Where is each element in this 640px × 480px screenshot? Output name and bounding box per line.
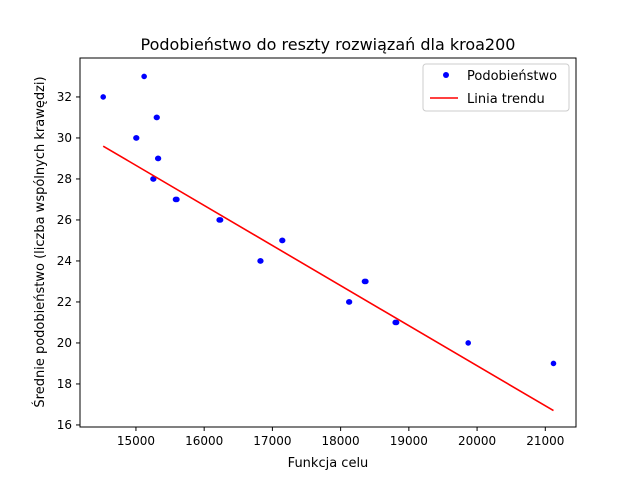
legend: Podobieństwo Linia trendu: [422, 63, 570, 112]
data-point: [257, 258, 264, 264]
chart-title: Podobieństwo do reszty rozwiązań dla kro…: [141, 35, 516, 54]
legend-marker-scatter: [443, 72, 449, 78]
x-tick-label: 15000: [117, 434, 155, 448]
x-axis-label: Funkcja celu: [288, 456, 369, 471]
data-point: [279, 237, 286, 244]
x-tick-label: 16000: [185, 434, 223, 448]
y-tick-label: 32: [57, 90, 72, 104]
axes-frame: [79, 57, 577, 428]
x-tick-label: 17000: [253, 434, 291, 448]
x-tick-label: 19000: [390, 434, 428, 448]
data-point: [154, 114, 160, 121]
trend-line: [102, 145, 554, 412]
data-point: [174, 196, 180, 203]
x-tick-label: 21000: [526, 434, 564, 448]
y-axis-label: Średnie podobieństwo (liczba wspólnych k…: [32, 76, 48, 407]
y-tick-label: 24: [57, 254, 72, 268]
y-tick-label: 28: [57, 172, 72, 186]
data-point: [363, 278, 369, 285]
data-point: [155, 155, 162, 162]
data-point: [346, 299, 353, 305]
y-tick-label: 30: [57, 131, 72, 145]
data-point: [550, 360, 557, 367]
data-point: [133, 135, 140, 141]
y-tick-label: 22: [57, 295, 72, 309]
series-layer: [100, 73, 557, 412]
data-point: [217, 217, 224, 223]
y-tick-label: 20: [57, 336, 72, 350]
data-point: [393, 319, 400, 326]
legend-label-scatter: Podobieństwo: [467, 69, 557, 84]
y-tick-label: 18: [57, 377, 72, 391]
x-axis: 15000 16000 17000 18000 19000 20000 21000: [117, 427, 564, 448]
data-point: [141, 73, 147, 80]
y-tick-label: 26: [57, 213, 72, 227]
legend-box: [422, 63, 570, 112]
x-tick-label: 18000: [322, 434, 360, 448]
y-axis: 16 18 20 22 24 26 28 30 32: [57, 90, 80, 432]
legend-label-trend: Linia trendu: [467, 92, 545, 107]
x-tick-label: 20000: [458, 434, 496, 448]
data-point: [100, 94, 106, 100]
data-point: [465, 340, 472, 346]
y-tick-label: 16: [57, 418, 72, 432]
